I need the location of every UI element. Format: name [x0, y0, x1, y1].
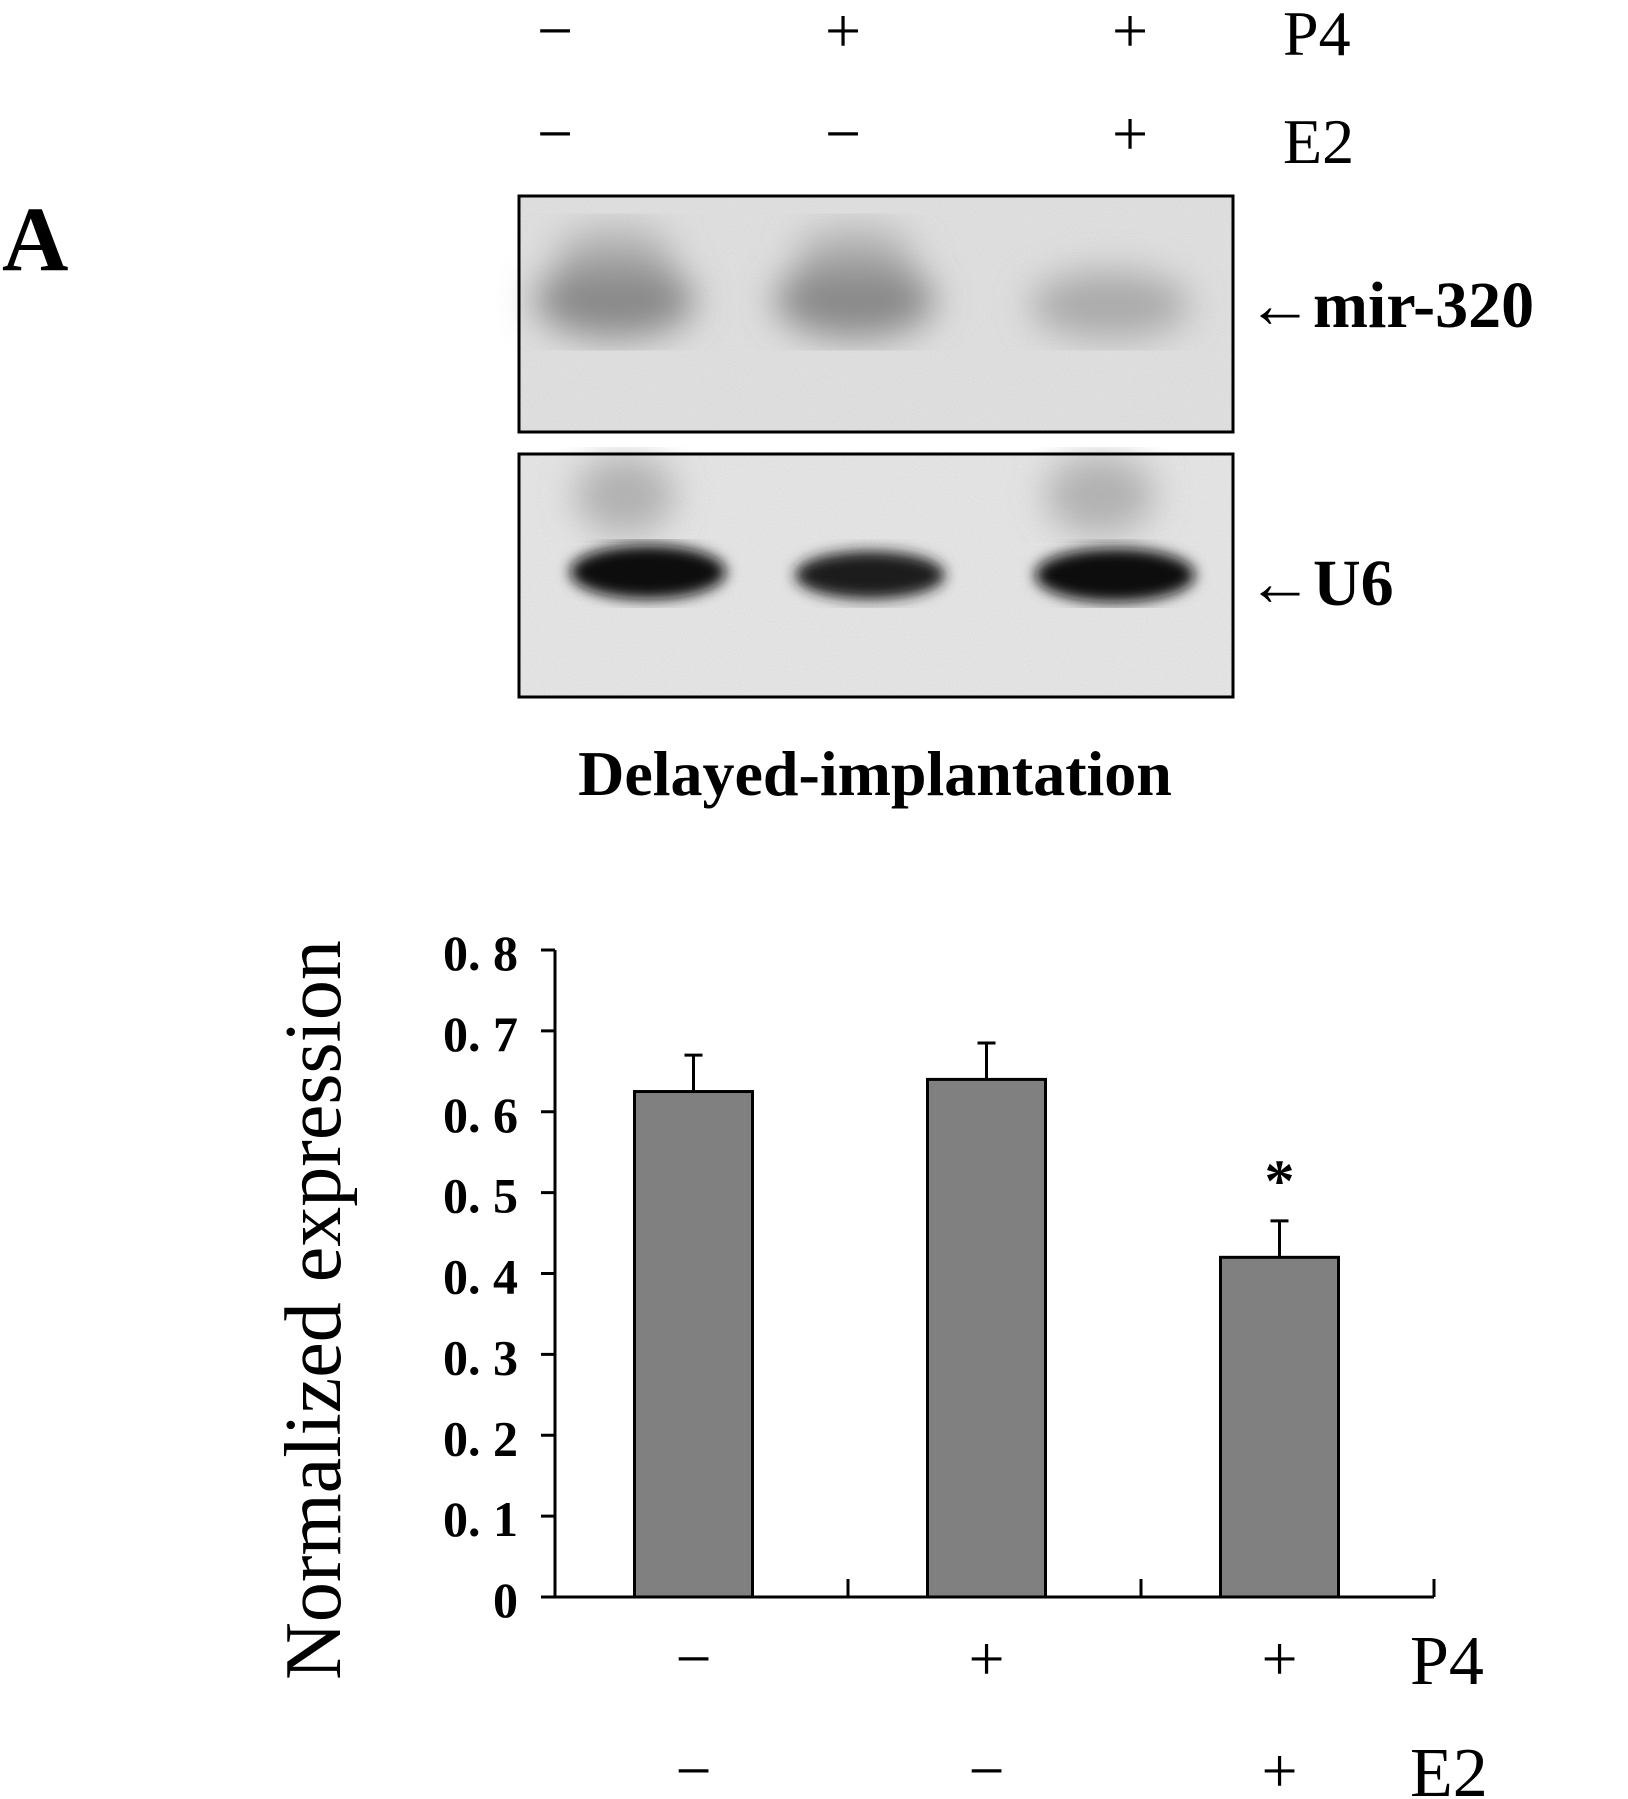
- significance-marker: *: [1265, 1148, 1295, 1214]
- x-treatment-sign: +: [968, 1623, 1004, 1694]
- blot-u6: [517, 452, 1235, 699]
- x-treatment-sign: +: [1261, 1735, 1297, 1799]
- blot-sign: −: [537, 98, 573, 169]
- band-label-u6: ←U6: [1247, 547, 1394, 620]
- y-tick-label: 0. 2: [443, 1410, 518, 1466]
- blot-row-label: P4: [1283, 0, 1351, 69]
- bars: *: [633, 1041, 1340, 1599]
- blot-sign: +: [1112, 98, 1148, 169]
- bar-chart: Normalized expression 00. 10. 20. 30. 40…: [270, 925, 1488, 1799]
- y-ticks: [541, 948, 555, 1599]
- y-tick-label: 0. 5: [443, 1168, 518, 1224]
- y-tick-labels: 0 0. 1 0. 2 0. 3 0. 4 0. 5 0. 6 0. 7 0. 8: [443, 925, 518, 1628]
- y-tick-label: 0: [493, 1572, 518, 1628]
- blot-sign: −: [537, 0, 573, 66]
- y-tick-label: 0. 8: [443, 925, 518, 981]
- blot-treatment-row-e2: − − + E2: [537, 98, 1354, 177]
- blot-treatment-row-p4: − + + P4: [537, 0, 1351, 69]
- blot-row-label: E2: [1283, 106, 1354, 177]
- blot-mir320: [517, 194, 1235, 434]
- y-axis-label: Normalized expression: [270, 940, 358, 1680]
- y-tick-label: 0. 4: [443, 1249, 518, 1305]
- x-ticks: [846, 1579, 1436, 1597]
- bar: [926, 1077, 1047, 1599]
- x-treatment-sign: −: [675, 1735, 711, 1799]
- band-label-mir320: ←mir-320: [1247, 269, 1534, 342]
- blot-sign: +: [825, 0, 861, 66]
- bar: [1219, 1255, 1340, 1599]
- y-tick-label: 0. 7: [443, 1006, 518, 1062]
- x-treatment-rows: − + + P4 − − + E2: [675, 1623, 1487, 1799]
- y-tick-label: 0. 3: [443, 1329, 518, 1385]
- x-treatment-sign: +: [1261, 1623, 1297, 1694]
- x-treatment-label: P4: [1410, 1623, 1484, 1700]
- x-treatment-sign: −: [968, 1735, 1004, 1799]
- y-tick-label: 0. 1: [443, 1491, 518, 1547]
- y-tick-label: 0. 6: [443, 1087, 518, 1143]
- x-treatment-sign: −: [675, 1623, 711, 1694]
- blot-caption: Delayed-implantation: [578, 738, 1172, 809]
- x-treatment-label: E2: [1410, 1735, 1488, 1799]
- panel-label: A: [2, 188, 68, 290]
- blot-sign: −: [825, 98, 861, 169]
- bar: [633, 1090, 754, 1599]
- blot-sign: +: [1112, 0, 1148, 66]
